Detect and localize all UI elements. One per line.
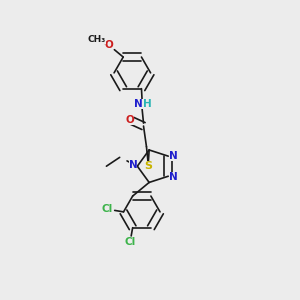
Text: O: O <box>125 115 134 124</box>
Text: N: N <box>169 172 178 182</box>
Text: N: N <box>169 151 178 160</box>
Text: Cl: Cl <box>124 237 135 247</box>
Text: N: N <box>128 160 137 170</box>
Text: H: H <box>143 99 152 109</box>
Text: Cl: Cl <box>102 204 113 214</box>
Text: S: S <box>144 161 152 171</box>
Text: CH₃: CH₃ <box>87 34 106 43</box>
Text: O: O <box>105 40 113 50</box>
Text: N: N <box>134 99 143 109</box>
